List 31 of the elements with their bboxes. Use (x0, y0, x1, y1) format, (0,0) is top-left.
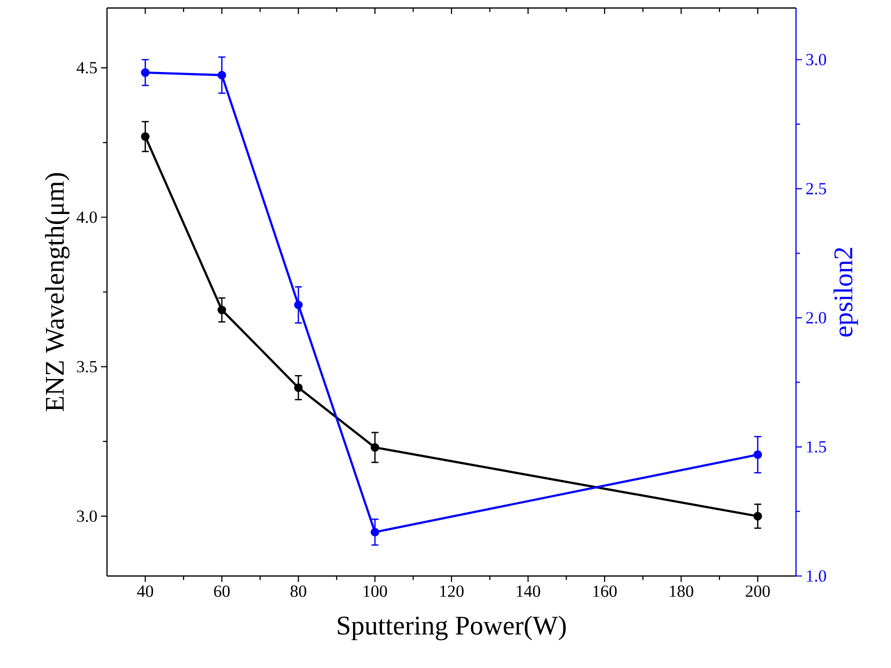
x-tick-label: 60 (214, 586, 230, 597)
point (218, 70, 226, 80)
y2-tick-label: 2.5 (806, 182, 826, 194)
y-axis-title: ENZ Wavelength(μm) (44, 173, 70, 412)
y-tick-label: 4.0 (76, 212, 97, 224)
x-tick-label: 80 (290, 586, 306, 597)
point (140, 132, 150, 141)
x-tick-label: 40 (137, 586, 154, 597)
y2-tick-label: 1.5 (807, 441, 826, 453)
y2-tick-label: 3.0 (806, 54, 826, 66)
x-tick-label: 180 (670, 586, 694, 597)
y-tick-label: 3.0 (77, 510, 97, 522)
point (753, 450, 762, 459)
point (370, 443, 380, 452)
point (218, 306, 226, 314)
x-tick-label: 140 (516, 586, 540, 597)
point (753, 512, 762, 520)
x-tick-label: 120 (440, 586, 464, 597)
x-tick-label: 160 (593, 586, 617, 597)
y2-axis-title: epsilon2 (834, 248, 858, 337)
point (370, 528, 380, 536)
x-tick-label: 200 (746, 586, 770, 597)
point (294, 383, 303, 392)
point (141, 68, 150, 77)
y2-tick-label: 2.0 (806, 312, 826, 324)
y-tick-label: 4.5 (76, 62, 97, 74)
x-tick-label: 100 (364, 586, 388, 597)
x-axis-title: Sputtering Power(W) (338, 616, 566, 640)
y-tick-label: 3.5 (77, 361, 97, 372)
y2-tick-label: 1.0 (807, 570, 826, 582)
point (294, 300, 303, 310)
